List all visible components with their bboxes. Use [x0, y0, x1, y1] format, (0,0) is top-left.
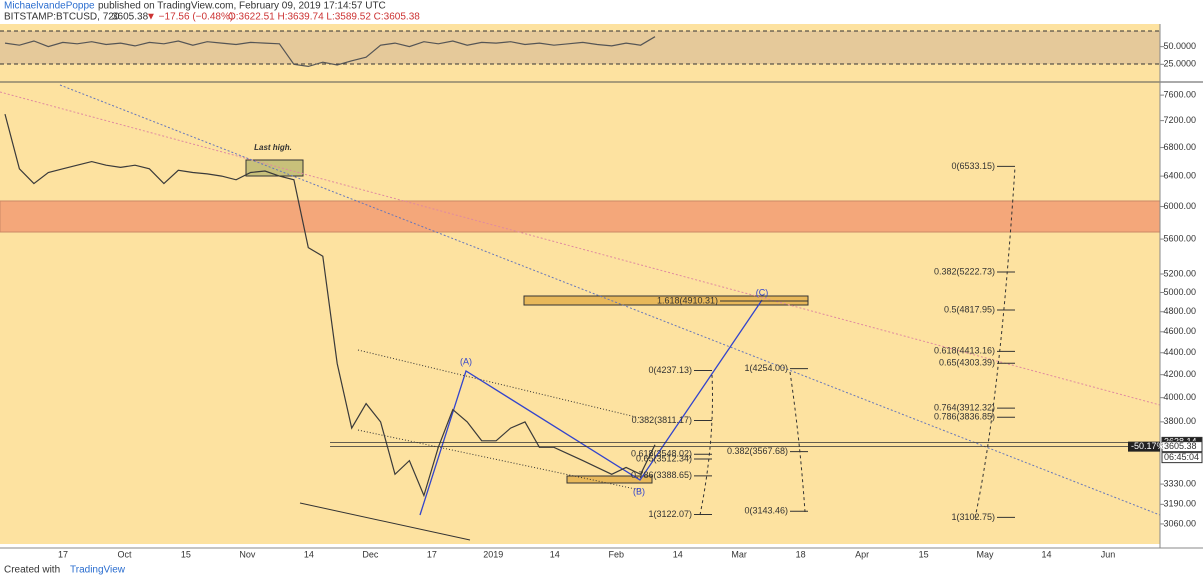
chart-area: [0, 24, 1160, 544]
trend-line: [0, 91, 1161, 406]
x-tick-label: 14: [1042, 549, 1052, 559]
fib-label: 0.65(3512.34): [636, 453, 692, 463]
x-tick-label: 17: [58, 549, 68, 559]
footer-text: Created with: [4, 565, 60, 576]
y-tick-label: 50.0000: [1163, 41, 1196, 51]
fib-label: 0.382(3811.17): [632, 415, 692, 425]
y-tick-label: 3060.00: [1163, 518, 1196, 528]
y-tick-label: 6800.00: [1163, 142, 1196, 152]
published: published on TradingView.com, February 0…: [98, 1, 386, 12]
annotation: (B): [633, 486, 645, 496]
fib-label: 0.382(5222.73): [934, 266, 995, 276]
y-tick-label: 6400.00: [1163, 171, 1196, 181]
fib-label: 0.5(4817.95): [944, 304, 995, 314]
y-tick-label: 4800.00: [1163, 306, 1196, 316]
annotation: (C): [756, 287, 769, 297]
channel-line: [357, 349, 641, 419]
price-line: [4, 36, 656, 68]
resistance-zone: [0, 200, 1161, 233]
x-tick-label: 18: [796, 549, 806, 559]
x-tick-label: 14: [304, 549, 314, 559]
fib-label: 1(3102.75): [951, 512, 995, 522]
x-tick-label: Apr: [855, 549, 869, 559]
fib-label: 0.618(3548.02): [631, 449, 692, 459]
target-box: [523, 295, 809, 306]
y-tick-label: 7600.00: [1163, 89, 1196, 99]
y-tick-label: 5000.00: [1163, 287, 1196, 297]
x-tick-label: Jun: [1101, 549, 1116, 559]
x-tick-label: 14: [550, 549, 560, 559]
annotation: (A): [460, 356, 472, 366]
y-tick-label: 5200.00: [1163, 268, 1196, 278]
price-tag: [1161, 441, 1203, 453]
change-label: -50.17%: [1131, 441, 1165, 451]
annotation: Last high.: [254, 143, 292, 152]
fib-label: 0.618(4413.16): [934, 346, 995, 356]
y-tick-label: 4400.00: [1163, 347, 1196, 357]
price-tag-label: 3605.38: [1164, 441, 1197, 451]
price-line: [4, 113, 656, 498]
x-tick-label: 15: [919, 549, 929, 559]
x-tick-label: Mar: [731, 549, 747, 559]
x-tick-label: Feb: [608, 549, 624, 559]
support-box: [566, 475, 653, 484]
trend-line: [299, 502, 471, 541]
y-tick-label: 5600.00: [1163, 233, 1196, 243]
x-tick-label: Nov: [239, 549, 256, 559]
fib-label: 0(6533.15): [951, 161, 995, 171]
trend-line: [59, 84, 1161, 516]
fib-label: 0(4237.13): [648, 365, 692, 375]
y-tick-label: 4600.00: [1163, 326, 1196, 336]
x-tick-label: 14: [673, 549, 683, 559]
fib-label: 1.618(4910.31): [657, 295, 718, 305]
footer-brand[interactable]: TradingView: [70, 565, 126, 576]
y-tick-label: 4000.00: [1163, 392, 1196, 402]
y-tick-label: 3330.00: [1163, 478, 1196, 488]
wave-path: [419, 299, 763, 516]
x-tick-label: Oct: [117, 549, 132, 559]
rsi-band: [0, 31, 1160, 64]
last-high-box: [245, 159, 304, 177]
x-tick-label: May: [977, 549, 995, 559]
x-tick-label: 2019: [483, 549, 503, 559]
y-tick-label: 3190.00: [1163, 499, 1196, 509]
y-tick-label: 6000.00: [1163, 201, 1196, 211]
y-tick-label: 4200.00: [1163, 369, 1196, 379]
y-tick-label: 3800.00: [1163, 416, 1196, 426]
last-price: 3605.38: [112, 12, 149, 23]
fib-label: 0.764(3912.32): [934, 402, 995, 412]
fib-label: 1(3122.07): [648, 509, 692, 519]
countdown-box: [1161, 452, 1203, 464]
symbol: BITSTAMP:BTCUSD, 720: [4, 12, 120, 23]
countdown: 06:45:04: [1164, 452, 1199, 462]
change-box: [1128, 441, 1160, 452]
y-tick-label: 7200.00: [1163, 115, 1196, 125]
x-tick-label: 17: [427, 549, 437, 559]
fib-label: 0.382(3567.68): [727, 446, 788, 456]
fib-label: 0(3143.46): [744, 506, 788, 516]
channel-line: [357, 429, 641, 491]
ohlc: O:3622.51 H:3639.74 L:3589.52 C:3605.38: [228, 12, 420, 23]
fib-label: 1(4254.00): [744, 363, 788, 373]
fib-label: 0.786(3388.65): [631, 470, 692, 480]
fib-label: 0.786(3836.85): [934, 412, 995, 422]
y-tick-label: 25.0000: [1163, 59, 1196, 69]
change: ▼ −17.56 (−0.48%): [146, 12, 233, 23]
x-tick-label: 15: [181, 549, 191, 559]
x-tick-label: Dec: [362, 549, 379, 559]
author[interactable]: MichaelvandePoppe: [4, 1, 95, 12]
fib-label: 0.65(4303.39): [939, 358, 995, 368]
